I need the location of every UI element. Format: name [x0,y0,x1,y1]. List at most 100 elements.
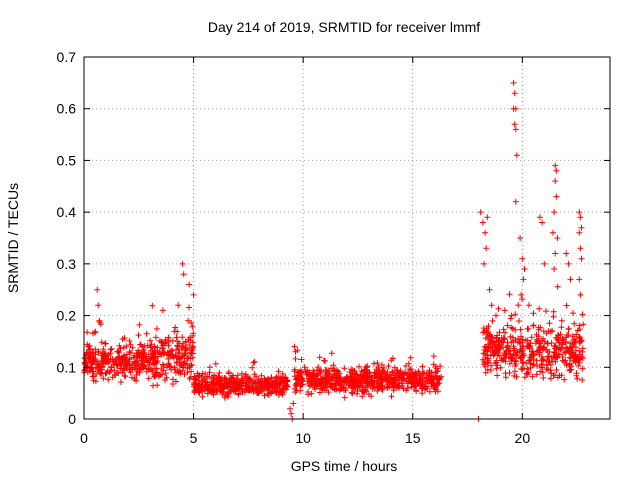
data-point [321,387,328,394]
data-point [146,361,153,368]
data-point [481,343,488,350]
data-point [553,367,560,373]
data-point [123,343,130,350]
y-tick-label: 0.2 [57,308,77,324]
data-point [258,383,265,390]
data-point [546,358,553,365]
data-point [264,390,271,397]
data-point [501,335,508,342]
data-point [519,255,526,262]
data-point [506,360,513,367]
y-tick-label: 0.4 [57,204,77,220]
data-point [512,311,519,318]
data-point [220,385,227,392]
data-point [348,378,354,385]
data-point [512,361,519,367]
data-point [173,359,180,366]
data-point [141,350,148,356]
data-point [359,393,366,400]
data-point [169,337,176,344]
data-point [144,358,151,365]
data-point [165,355,172,362]
data-point [195,389,202,396]
data-point [188,368,195,375]
data-point [576,333,583,340]
data-point [419,378,426,385]
data-point [115,370,122,376]
data-point [329,385,336,391]
data-point [234,372,241,379]
data-point [422,383,429,390]
data-point [89,361,96,368]
data-point [414,381,421,388]
data-point [537,368,544,375]
data-point [227,384,234,391]
data-point [524,371,531,378]
data-point [552,356,558,363]
data-point [316,354,323,361]
data-point [152,334,159,341]
data-point [222,376,229,383]
data-point [210,391,217,398]
data-point [378,386,385,393]
data-point [541,260,548,267]
data-point [480,329,487,336]
data-point [512,126,519,133]
data-point [493,312,499,319]
data-point [374,360,381,367]
data-point [95,348,102,355]
data-point [511,357,518,364]
data-point [301,364,308,371]
data-point [526,357,533,364]
data-point [391,364,398,371]
data-point [502,374,509,381]
data-point [576,229,583,236]
data-point [389,368,396,375]
data-point [258,381,265,388]
data-point [571,337,577,344]
data-point [535,333,542,340]
data-point [563,302,570,309]
data-point [516,318,522,324]
data-point [521,266,528,272]
data-point [407,354,414,361]
data-point [173,334,180,341]
data-point [519,366,526,373]
data-point [539,219,546,226]
data-point [202,379,209,386]
data-point [89,353,95,360]
data-point [216,369,223,376]
data-point [150,382,156,389]
data-point [399,378,406,384]
data-point [550,229,556,236]
data-point [508,312,515,319]
data-point [308,390,315,397]
data-point [129,374,135,381]
data-point [405,370,412,377]
data-point [249,364,256,371]
data-point [311,384,317,390]
data-point [159,361,166,368]
data-point [315,364,322,371]
data-point [565,260,572,267]
data-point [563,250,570,257]
data-point [90,373,97,379]
data-point [355,384,362,391]
data-point [399,383,406,389]
data-point [432,363,439,370]
data-point [422,386,428,393]
data-point [324,375,331,382]
data-point [81,359,88,366]
y-tick-label: 0.3 [57,256,77,272]
data-point [158,339,165,346]
data-point [219,375,225,382]
data-point [543,308,549,315]
data-point [575,362,582,369]
data-point [164,364,170,371]
data-point [551,209,558,216]
data-point [539,369,546,376]
data-point [210,375,217,381]
data-point [517,235,524,241]
data-point [276,380,283,387]
data-point [296,369,302,376]
